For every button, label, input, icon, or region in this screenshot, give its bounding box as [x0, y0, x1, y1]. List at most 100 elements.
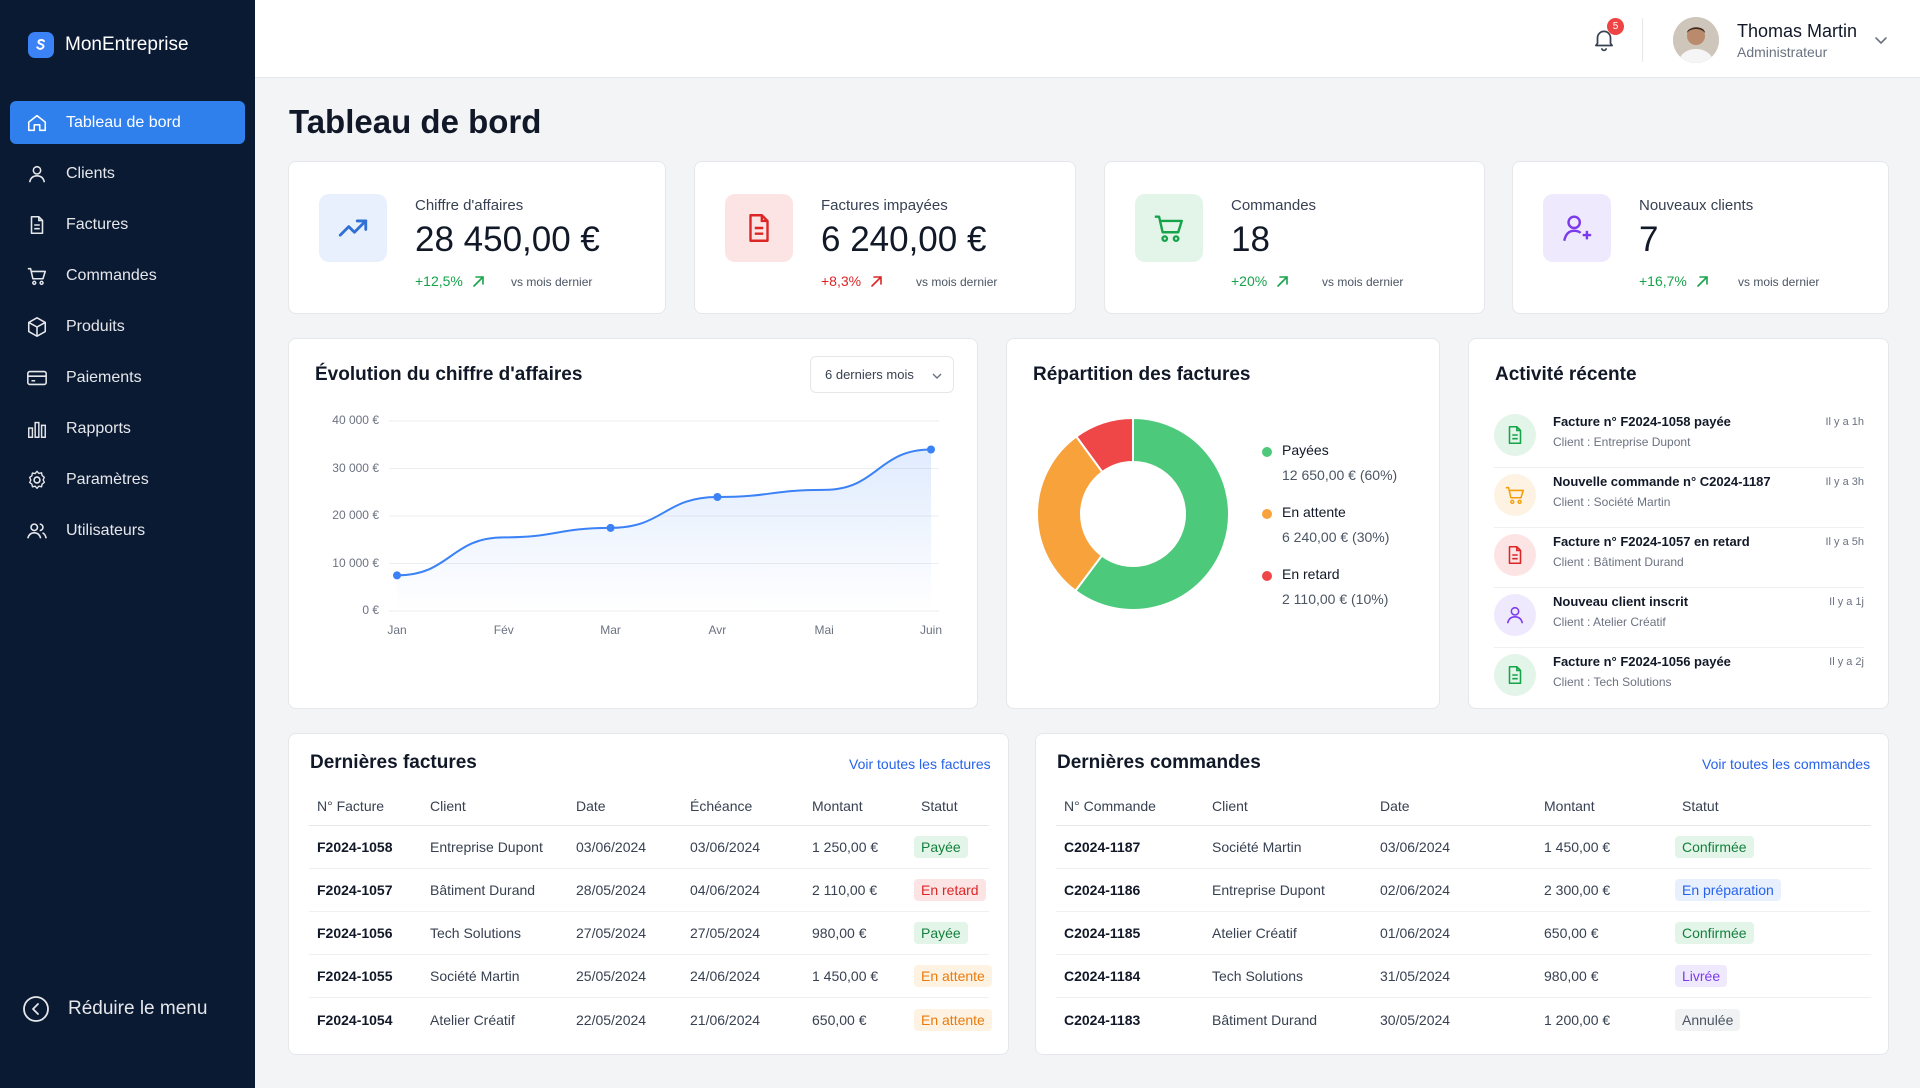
view-all-invoices-link[interactable]: Voir toutes les factures [849, 756, 991, 772]
table-row[interactable]: C2024-1187 Société Martin 03/06/2024 1 450,… [1056, 826, 1871, 869]
sidebar-item-tableau-de-bord[interactable]: Tableau de bord [10, 101, 245, 144]
kpi-card[interactable]: Nouveaux clients 7 +16,7% vs mois dernier [1512, 161, 1889, 314]
cell-date: 02/06/2024 [1380, 882, 1451, 898]
status-badge: Livrée [1675, 965, 1728, 987]
cell-id: F2024-1055 [317, 968, 393, 984]
view-all-orders-link[interactable]: Voir toutes les commandes [1702, 756, 1871, 772]
document-icon [30, 215, 44, 234]
activity-item[interactable]: Facture n° F2024-1058 payée Client : Entr… [1494, 408, 1864, 468]
table-row[interactable]: F2024-1058 Entreprise Dupont 03/06/2024 03/… [309, 826, 989, 869]
table-row[interactable]: F2024-1054 Atelier Créatif 22/05/2024 21/06… [309, 998, 992, 1041]
cell-date: 31/05/2024 [1380, 968, 1451, 984]
notifications-button[interactable]: 5 [1589, 18, 1624, 56]
cart-icon [1505, 486, 1525, 505]
activity-icon [1494, 654, 1536, 696]
revenue-chart-card: Évolution du chiffre d'affaires 6 dernie… [288, 338, 978, 709]
chevron-down-icon [932, 373, 942, 379]
brand[interactable]: MonEntreprise [28, 32, 189, 58]
sidebar-item-label: Commandes [66, 266, 157, 284]
table-row[interactable]: C2024-1183 Bâtiment Durand 30/05/2024 1 200… [1056, 998, 1871, 1041]
arrow-up-right-icon [1277, 275, 1289, 287]
data-point[interactable] [393, 571, 401, 580]
data-point[interactable] [606, 523, 615, 532]
status-badge: Payée [914, 922, 968, 944]
column-header[interactable]: Client [1212, 798, 1248, 814]
sidebar-item-param-tres[interactable]: Paramètres [10, 458, 245, 501]
logo-icon [28, 32, 54, 58]
kpi-card[interactable]: Commandes 18 +20% vs mois dernier [1104, 161, 1485, 314]
orders-card: Dernières commandes Voir toutes les comm… [1035, 733, 1889, 1055]
sidebar-item-label: Paiements [66, 368, 142, 386]
arrow-up-right-icon [871, 275, 882, 287]
kpi-trend: +20% [1231, 273, 1290, 289]
sidebar-item-commandes[interactable]: Commandes [10, 254, 245, 297]
activity-subtitle: Client : Entreprise Dupont [1553, 435, 1691, 449]
donut-slice[interactable] [1074, 416, 1134, 474]
table-row[interactable]: F2024-1055 Société Martin 25/05/2024 24/06/… [309, 955, 992, 998]
activity-time: Il y a 5h [1825, 536, 1864, 548]
user-icon [1506, 606, 1524, 624]
chevron-down-icon[interactable] [1873, 32, 1889, 48]
activity-item[interactable]: Facture n° F2024-1056 payée Client : Tech… [1494, 648, 1864, 708]
cell-client: Entreprise Dupont [430, 839, 543, 855]
kpi-label: Nouveaux clients [1639, 197, 1754, 214]
legend-value: 12 650,00 € (60%) [1282, 467, 1398, 483]
donut-slice[interactable] [1036, 435, 1104, 593]
activity-card: Activité récente Facture n° F2024-1058 p… [1468, 338, 1889, 709]
status-badge: En préparation [1675, 879, 1781, 901]
column-header[interactable]: Date [1380, 798, 1410, 814]
activity-item[interactable]: Facture n° F2024-1057 en retard Client : … [1494, 528, 1864, 588]
column-header[interactable]: Échéance [690, 798, 753, 814]
activity-item[interactable]: Nouvelle commande n° C2024-1187 Client : … [1494, 468, 1864, 528]
sidebar-item-produits[interactable]: Produits [10, 305, 245, 348]
column-header[interactable]: Statut [1682, 798, 1719, 814]
table-row[interactable]: F2024-1056 Tech Solutions 27/05/2024 27/05/… [309, 912, 989, 955]
column-header[interactable]: Date [576, 798, 606, 814]
cell-amount: 650,00 € [812, 1011, 867, 1028]
data-point[interactable] [713, 493, 722, 501]
cell-due: 24/06/2024 [690, 968, 761, 984]
kpi-card[interactable]: Factures impayées 6 240,00 € +8,3% vs mois … [694, 161, 1076, 314]
kpi-card[interactable]: Chiffre d'affaires 28 450,00 € +12,5% vs mo… [288, 161, 666, 314]
topbar: 5 Thomas Martin Administrateur [255, 0, 1920, 78]
invoice-icon [749, 214, 769, 242]
column-header[interactable]: Client [430, 798, 466, 814]
data-point[interactable] [927, 445, 935, 454]
sidebar-item-label: Clients [66, 164, 115, 182]
revenue-chart-title: Évolution du chiffre d'affaires [315, 364, 583, 385]
table-row[interactable]: F2024-1057 Bâtiment Durand 28/05/2024 04/06… [309, 869, 989, 912]
cell-date: 22/05/2024 [576, 1011, 647, 1028]
avatar[interactable] [1673, 17, 1719, 63]
column-header[interactable]: Montant [1544, 798, 1595, 814]
sidebar-item-utilisateurs[interactable]: Utilisateurs [10, 509, 245, 552]
activity-item[interactable]: Nouveau client inscrit Client : Atelier C… [1494, 588, 1864, 648]
cell-client: Bâtiment Durand [1212, 1011, 1318, 1028]
cell-amount: 1 450,00 € [812, 968, 879, 984]
collapse-menu-button[interactable]: Réduire le menu [22, 995, 207, 1023]
column-header[interactable]: Statut [921, 798, 958, 814]
invoices-title: Dernières factures [310, 752, 477, 773]
kpi-comparison: vs mois dernier [511, 275, 593, 289]
table-row[interactable]: C2024-1184 Tech Solutions 31/05/2024 980,00… [1056, 955, 1871, 998]
legend-dot [1262, 571, 1272, 581]
column-header[interactable]: N° Facture [317, 798, 385, 814]
sidebar-item-paiements[interactable]: Paiements [10, 356, 245, 399]
cell-date: 01/06/2024 [1380, 925, 1451, 941]
cell-amount: 650,00 € [1544, 925, 1599, 941]
invoices-card: Dernières factures Voir toutes les factu… [288, 733, 1009, 1055]
user-name: Thomas Martin [1737, 21, 1858, 41]
sidebar-item-clients[interactable]: Clients [10, 152, 245, 195]
table-row[interactable]: C2024-1186 Entreprise Dupont 02/06/2024 2 3… [1056, 869, 1871, 912]
legend-value: 2 110,00 € (10%) [1282, 591, 1389, 607]
column-header[interactable]: N° Commande [1064, 798, 1156, 814]
period-select[interactable]: 6 derniers mois [810, 356, 954, 393]
sidebar-item-rapports[interactable]: Rapports [10, 407, 245, 450]
sidebar-item-factures[interactable]: Factures [10, 203, 245, 246]
donut-slice[interactable] [1074, 416, 1230, 611]
kpi-trend: +12,5% [415, 273, 486, 289]
column-header[interactable]: Montant [812, 798, 863, 814]
document-icon [1508, 545, 1522, 565]
user-plus-icon [1563, 215, 1592, 242]
table-row[interactable]: C2024-1185 Atelier Créatif 01/06/2024 650,0… [1056, 912, 1871, 955]
status-badge: Confirmée [1675, 922, 1754, 944]
